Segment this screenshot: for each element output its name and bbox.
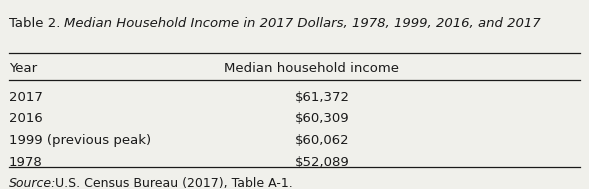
- Text: $52,089: $52,089: [294, 156, 349, 169]
- Text: $60,062: $60,062: [294, 134, 349, 147]
- Text: 2016: 2016: [9, 112, 42, 125]
- Text: 2017: 2017: [9, 91, 43, 104]
- Text: 1978: 1978: [9, 156, 42, 169]
- Text: Table 2.: Table 2.: [9, 17, 64, 30]
- Text: U.S. Census Bureau (2017), Table A-1.: U.S. Census Bureau (2017), Table A-1.: [51, 177, 293, 189]
- Text: Median household income: Median household income: [224, 62, 399, 75]
- Text: $61,372: $61,372: [294, 91, 349, 104]
- Text: Median Household Income in 2017 Dollars, 1978, 1999, 2016, and 2017: Median Household Income in 2017 Dollars,…: [64, 17, 540, 30]
- Text: $60,309: $60,309: [294, 112, 349, 125]
- Text: Source:: Source:: [9, 177, 56, 189]
- Text: Year: Year: [9, 62, 37, 75]
- Text: 1999 (previous peak): 1999 (previous peak): [9, 134, 151, 147]
